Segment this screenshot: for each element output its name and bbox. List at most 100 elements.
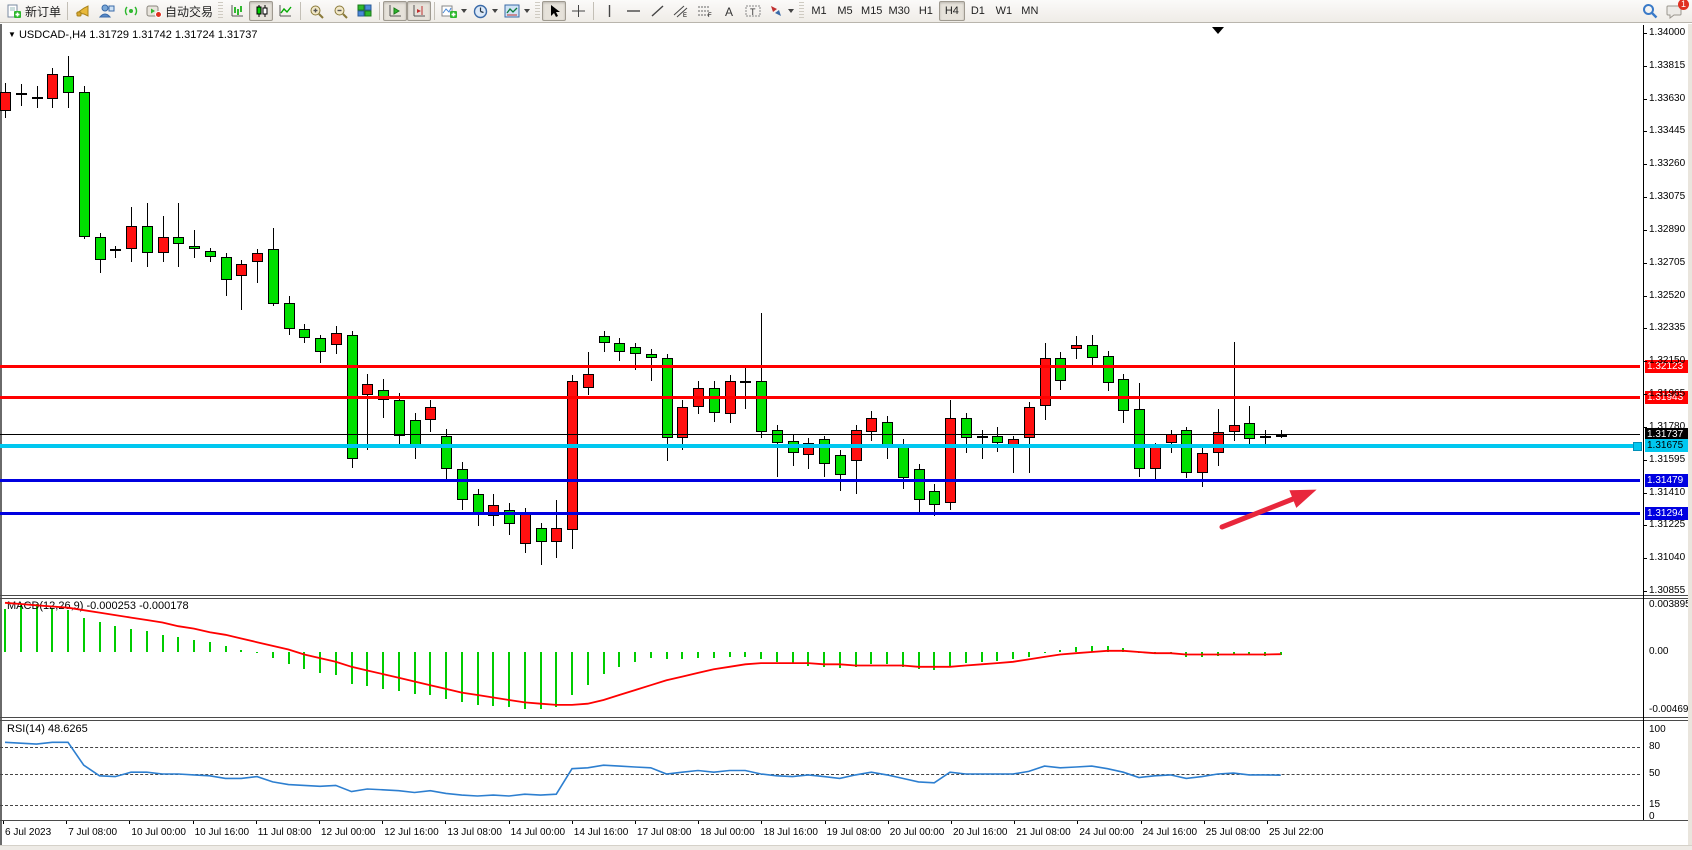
separator [799,2,805,20]
price-axis-tick [1643,558,1647,560]
profile-button[interactable] [95,1,119,21]
indicators-button[interactable] [438,1,470,21]
timeframe-h4-button[interactable]: H4 [938,1,965,21]
macd-histogram-bar [256,652,258,653]
support-line[interactable] [0,511,1640,515]
rsi-level-15-line [0,805,1640,806]
timeframe-h1-button[interactable]: H1 [918,5,933,17]
equidistant-channel-button[interactable]: E [669,1,693,21]
macd-histogram-bar [161,634,164,652]
chart-shift-button[interactable] [407,1,432,21]
candlestick-chart-button[interactable] [249,1,274,21]
horizontal-line-icon [626,4,641,18]
candle [1212,432,1224,454]
zoom-in-button[interactable] [304,1,328,21]
horn-icon [75,4,91,18]
price-axis-label: 1.30855 [1649,584,1686,596]
candle [1055,357,1067,381]
time-axis-label: 12 Jul 00:00 [321,827,376,838]
macd-histogram-bar [1153,652,1156,655]
macd-histogram-bar [240,649,243,652]
time-axis-tick [761,820,763,824]
autotrading-button[interactable]: 自动交易 [143,1,216,21]
macd-histogram-bar [193,639,195,652]
price-axis-label: 1.33630 [1649,92,1686,104]
candle [614,343,626,353]
trendline-button[interactable] [645,1,669,21]
macd-histogram-bar [130,628,132,652]
pane-separator [0,820,1692,821]
macd-histogram-bar [98,622,101,652]
candle [425,407,437,420]
pane-separator[interactable] [0,717,1692,718]
price-axis-label: 1.32335 [1649,322,1686,334]
pane-separator[interactable] [0,595,1692,596]
price-axis-label: 1.31965 [1649,388,1686,400]
macd-histogram-bar [807,652,810,666]
timeframe-m5-button[interactable]: M5 [837,5,853,17]
candlestick-chart-icon [254,4,269,18]
time-axis-label: 18 Jul 00:00 [700,827,755,838]
line-chart-button[interactable] [273,1,297,21]
horizontal-line-button[interactable] [621,1,645,21]
candle [1023,407,1035,438]
candle [267,249,279,305]
time-axis-tick [382,820,384,824]
candle-wick [367,373,369,450]
chart-window[interactable] [0,24,1692,850]
resistance-line[interactable] [0,364,1640,368]
chart-shift-marker[interactable] [1212,27,1224,34]
macd-histogram-bar [697,652,699,659]
macd-histogram-bar [177,637,180,652]
vertical-line-button[interactable] [597,1,621,21]
support-line[interactable] [0,478,1640,482]
zoom-out-button[interactable] [328,1,352,21]
macd-histogram-bar [1201,652,1203,657]
auto-scroll-button[interactable] [383,1,408,21]
arrows-shapes-button[interactable] [765,1,797,21]
text-button[interactable]: A [717,1,741,21]
periods-button[interactable] [470,1,501,21]
timeframe-mn-button[interactable]: MN [1021,5,1039,17]
candle [47,73,59,99]
bid-line-handle[interactable] [1633,442,1642,451]
candle [708,387,720,413]
macd-histogram-bar [397,652,400,692]
timeframe-d1-button[interactable]: D1 [970,5,985,17]
time-axis-label: 18 Jul 16:00 [763,827,818,838]
chart-dropdown-caret[interactable]: ▼ [8,30,16,39]
macd-histogram-bar [4,608,6,652]
timeframe-m1-button[interactable]: M1 [811,5,827,17]
bar-chart-button[interactable] [225,1,249,21]
new-order-button[interactable]: 新订单 [4,1,64,21]
search-button[interactable] [1638,1,1662,21]
crosshair-button[interactable] [566,1,590,21]
candle-wick [1028,402,1030,473]
candle [598,336,610,344]
cursor-button[interactable] [542,1,567,21]
timeframe-m15-button[interactable]: M15 [861,5,883,17]
time-axis-label: 10 Jul 00:00 [131,827,186,838]
macd-histogram-bar [791,652,794,665]
candle [551,528,563,543]
timeframe-w1-button[interactable]: W1 [995,5,1013,17]
candle [567,380,578,530]
time-axis-tick [508,820,510,824]
text-label-button[interactable]: T [741,1,765,21]
svg-text:F: F [708,13,712,18]
candle [456,469,468,500]
fibonacci-button[interactable]: F [693,1,717,21]
candle [1039,357,1051,406]
tile-windows-button[interactable] [352,1,376,21]
templates-button[interactable] [501,1,533,21]
resistance-line[interactable] [0,396,1640,400]
macd-histogram-bar [870,652,873,665]
bid-line-line[interactable] [0,443,1640,448]
horn-button[interactable] [71,1,95,21]
macd-histogram-bar [1248,652,1251,655]
timeframe-m30-button[interactable]: M30 [888,5,910,17]
notifications-button[interactable]: 1 [1662,0,1689,21]
candle [15,93,27,96]
signals-button[interactable] [119,1,143,21]
candle [204,251,216,257]
